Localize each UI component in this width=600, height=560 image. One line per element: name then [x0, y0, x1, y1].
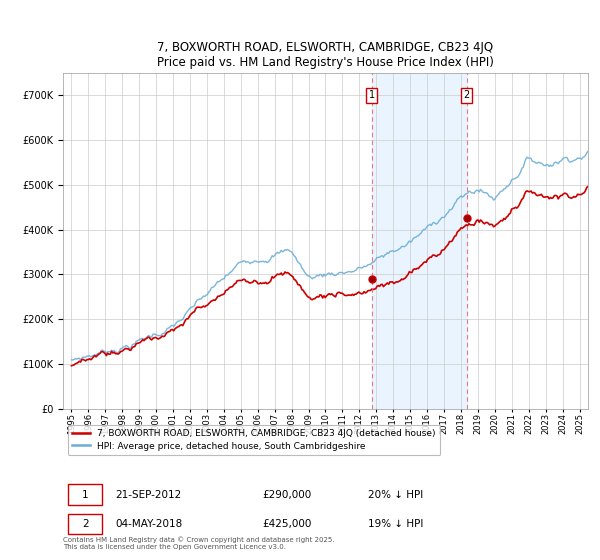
Text: Contains HM Land Registry data © Crown copyright and database right 2025.
This d: Contains HM Land Registry data © Crown c… [63, 536, 335, 550]
Text: 20% ↓ HPI: 20% ↓ HPI [367, 490, 423, 500]
Text: 04-MAY-2018: 04-MAY-2018 [115, 519, 183, 529]
FancyBboxPatch shape [68, 514, 103, 534]
Text: £290,000: £290,000 [263, 490, 312, 500]
Text: 21-SEP-2012: 21-SEP-2012 [115, 490, 182, 500]
Text: 1: 1 [368, 90, 374, 100]
Text: 2: 2 [464, 90, 470, 100]
FancyBboxPatch shape [68, 484, 103, 505]
Text: 19% ↓ HPI: 19% ↓ HPI [367, 519, 423, 529]
Title: 7, BOXWORTH ROAD, ELSWORTH, CAMBRIDGE, CB23 4JQ
Price paid vs. HM Land Registry': 7, BOXWORTH ROAD, ELSWORTH, CAMBRIDGE, C… [157, 41, 494, 69]
Text: 2: 2 [82, 519, 89, 529]
Text: 1: 1 [82, 490, 89, 500]
Text: £425,000: £425,000 [263, 519, 312, 529]
Bar [371, 73, 467, 409]
Legend: 7, BOXWORTH ROAD, ELSWORTH, CAMBRIDGE, CB23 4JQ (detached house), HPI: Average p: 7, BOXWORTH ROAD, ELSWORTH, CAMBRIDGE, C… [68, 424, 440, 455]
